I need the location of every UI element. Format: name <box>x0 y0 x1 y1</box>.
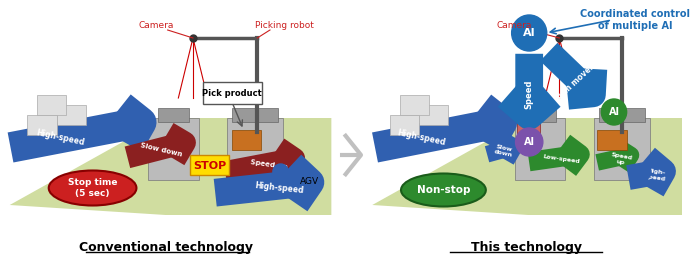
Text: Non-stop: Non-stop <box>416 185 470 195</box>
Text: Low-speed: Low-speed <box>542 154 580 164</box>
Text: Speed
up: Speed up <box>609 152 633 166</box>
Ellipse shape <box>401 174 486 207</box>
Text: AI: AI <box>523 28 536 38</box>
FancyArrowPatch shape <box>127 133 185 159</box>
FancyArrowPatch shape <box>487 139 514 161</box>
FancyBboxPatch shape <box>158 108 189 122</box>
FancyBboxPatch shape <box>390 115 419 135</box>
Text: Conventional technology: Conventional technology <box>78 240 253 253</box>
FancyArrowPatch shape <box>340 134 361 176</box>
FancyBboxPatch shape <box>227 118 283 180</box>
Circle shape <box>512 15 547 51</box>
FancyArrowPatch shape <box>225 147 295 175</box>
FancyBboxPatch shape <box>594 118 650 180</box>
Text: AI: AI <box>608 107 620 117</box>
FancyBboxPatch shape <box>148 118 199 180</box>
FancyBboxPatch shape <box>232 108 278 122</box>
Text: Slow down: Slow down <box>139 142 182 158</box>
FancyArrowPatch shape <box>597 147 631 168</box>
Text: Speed up: Speed up <box>250 159 288 170</box>
Text: Camera: Camera <box>138 22 174 30</box>
Text: Stop time
(5 sec): Stop time (5 sec) <box>68 178 118 198</box>
Text: Arm movement: Arm movement <box>556 50 610 102</box>
Polygon shape <box>372 118 682 215</box>
Text: High-speed: High-speed <box>396 129 446 147</box>
Circle shape <box>515 128 543 156</box>
FancyBboxPatch shape <box>599 108 645 122</box>
FancyBboxPatch shape <box>190 155 229 175</box>
Polygon shape <box>10 118 331 215</box>
FancyArrowPatch shape <box>507 54 552 116</box>
FancyBboxPatch shape <box>57 105 86 125</box>
Text: High-speed: High-speed <box>36 129 85 147</box>
FancyArrowPatch shape <box>215 165 310 204</box>
FancyArrowPatch shape <box>549 52 595 97</box>
Text: Coordinated control
of multiple AI: Coordinated control of multiple AI <box>580 9 690 31</box>
FancyArrowPatch shape <box>529 143 580 170</box>
Text: Speed: Speed <box>525 79 533 109</box>
FancyBboxPatch shape <box>400 95 429 115</box>
FancyArrowPatch shape <box>375 106 502 147</box>
Circle shape <box>636 164 651 180</box>
FancyBboxPatch shape <box>517 120 540 136</box>
Text: High-
speed: High- speed <box>645 168 667 182</box>
FancyBboxPatch shape <box>37 95 66 115</box>
FancyBboxPatch shape <box>27 115 57 135</box>
FancyBboxPatch shape <box>203 82 262 104</box>
Text: AGV: AGV <box>300 177 319 187</box>
FancyBboxPatch shape <box>514 118 566 180</box>
Text: This technology: This technology <box>471 240 582 253</box>
FancyBboxPatch shape <box>524 108 556 122</box>
Text: Camera: Camera <box>497 22 532 30</box>
Text: Slow
down: Slow down <box>494 144 514 158</box>
Text: Pick product: Pick product <box>202 90 262 99</box>
Circle shape <box>601 99 626 125</box>
Circle shape <box>273 164 288 180</box>
Text: STOP: STOP <box>193 161 226 171</box>
FancyArrowPatch shape <box>629 157 664 190</box>
FancyBboxPatch shape <box>419 105 448 125</box>
FancyBboxPatch shape <box>597 130 626 150</box>
FancyBboxPatch shape <box>232 130 261 150</box>
Text: AI: AI <box>524 137 535 147</box>
FancyArrowPatch shape <box>10 106 141 147</box>
Ellipse shape <box>49 170 136 206</box>
Text: Picking robot: Picking robot <box>255 22 314 30</box>
Text: High-speed: High-speed <box>255 181 304 195</box>
